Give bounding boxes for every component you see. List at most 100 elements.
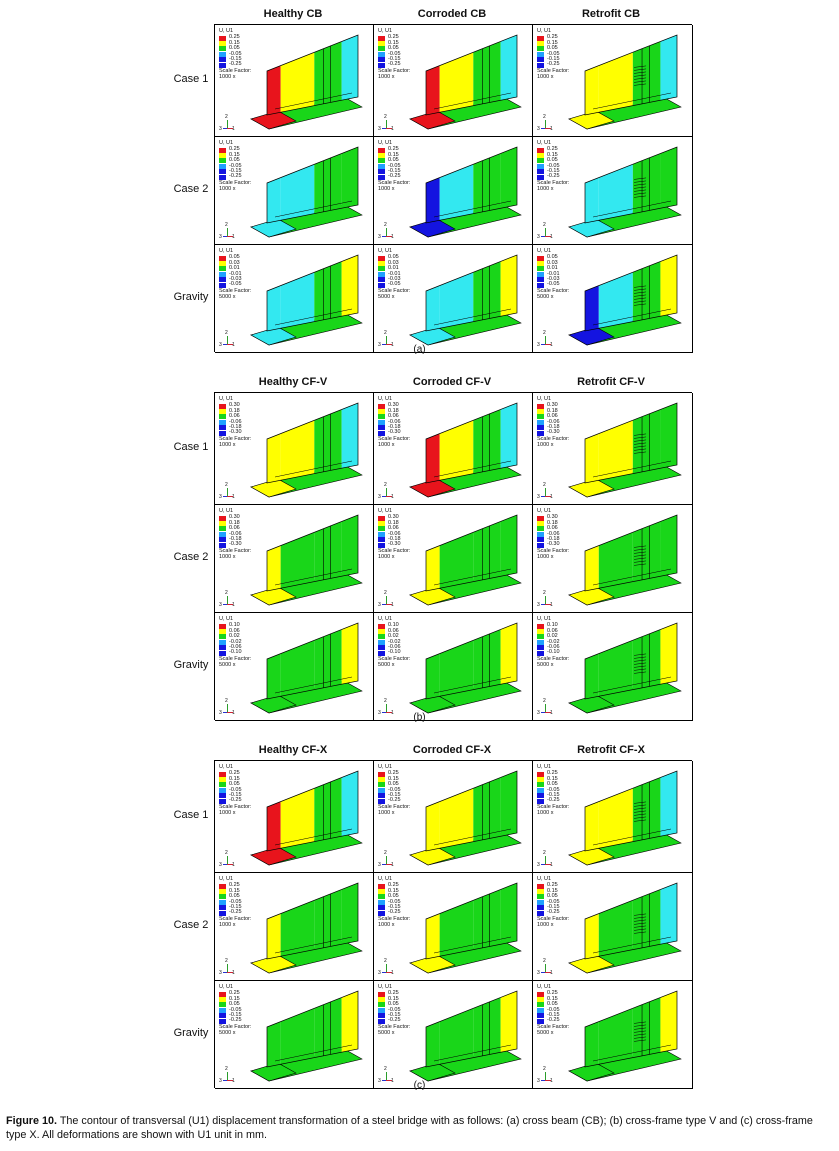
legend-swatch <box>219 645 226 651</box>
legend-value: -0.05 <box>547 162 560 169</box>
legend-swatch <box>219 430 226 436</box>
web-contour-band <box>660 403 677 469</box>
legend-swatch <box>378 174 385 180</box>
axis-stroke <box>545 712 551 713</box>
legend-swatch <box>378 419 385 425</box>
legend-row: 0.15 <box>219 152 251 158</box>
retrofit-plate-line <box>634 180 647 183</box>
web-contour-band <box>632 409 661 474</box>
axis-label-1: 1 <box>550 970 553 976</box>
contour-plot: U, U1 0.30 0.18 0.06 -0.06 -0.18 -0.30 Scale Fa… <box>533 505 693 613</box>
legend-row: -0.15 <box>219 56 251 63</box>
legend-value: 0.05 <box>547 254 558 261</box>
web-contour-band <box>632 997 661 1058</box>
row-label: Case 1 <box>173 809 209 821</box>
deformed-girder-model <box>409 34 522 130</box>
contour-plot: U, U1 0.25 0.15 0.05 -0.05 -0.15 -0.25 Scale Fa… <box>533 981 693 1089</box>
axis-label-3: 3 <box>537 234 540 240</box>
legend-swatch <box>378 266 385 272</box>
web-contour-band <box>598 900 633 957</box>
web-contour-band <box>473 629 501 690</box>
legend-value: 0.15 <box>547 775 558 782</box>
contour-plot: U, U1 0.25 0.15 0.05 -0.05 -0.15 -0.25 Scale Fa… <box>215 761 374 873</box>
scale-factor-label: Scale Factor: <box>378 915 411 922</box>
web-contour-band <box>500 35 517 101</box>
axis-label-2: 2 <box>225 698 228 704</box>
web-contour-band <box>473 261 501 322</box>
legend-swatch <box>219 282 226 288</box>
legend-value: -0.25 <box>388 909 401 916</box>
axis-label-3: 3 <box>219 494 222 500</box>
legend-row: -0.15 <box>537 1012 569 1019</box>
flange-line <box>274 828 353 846</box>
legend-row: 0.05 <box>378 781 410 788</box>
web-contour-band <box>267 913 281 959</box>
panel-sub-label: (c) <box>413 1080 426 1091</box>
axis-stroke <box>545 1080 551 1081</box>
web-contour-band <box>473 997 501 1058</box>
web-outline <box>266 622 359 700</box>
contour-legend: U, U1 0.10 0.06 0.02 -0.02 -0.06 -0.10 Scale Fa… <box>219 616 251 669</box>
legend-row: -0.30 <box>537 541 569 548</box>
legend-value: -0.25 <box>547 797 560 804</box>
legend-value: -0.25 <box>547 1017 560 1024</box>
legend-value: -0.15 <box>547 903 560 910</box>
caption-label: Figure 10. <box>6 1115 58 1127</box>
contour-plot: U, U1 0.25 0.15 0.05 -0.05 -0.15 -0.25 Scale Fa… <box>533 25 693 137</box>
legend-swatch <box>378 57 385 63</box>
web-contour-band <box>598 788 633 849</box>
legend-swatch <box>219 40 226 46</box>
legend-row: -0.30 <box>537 429 569 436</box>
axis-label-1: 1 <box>232 862 235 868</box>
legend-value: 0.06 <box>388 627 399 634</box>
deformed-girder-model <box>250 882 363 974</box>
web-contour-band <box>267 177 281 223</box>
web-contour-band <box>280 532 315 589</box>
retrofit-plate-line <box>634 285 647 288</box>
web-contour-band <box>426 801 440 851</box>
legend-row: 0.06 <box>537 413 569 420</box>
flange-line <box>274 568 353 586</box>
legend-value: -0.06 <box>547 530 560 537</box>
legend-value: 0.05 <box>547 1001 558 1008</box>
legend-row: -0.25 <box>219 173 251 180</box>
web-outline <box>584 146 678 224</box>
legend-value: -0.25 <box>388 1017 401 1024</box>
axis-label-3: 3 <box>378 494 381 500</box>
legend-swatch <box>378 537 385 543</box>
legend-swatch <box>537 152 544 158</box>
legend-row: 0.25 <box>378 882 410 889</box>
axis-label-2: 2 <box>384 114 387 120</box>
legend-value: -0.02 <box>229 638 242 645</box>
legend-swatch <box>537 1018 544 1024</box>
legend-swatch <box>378 899 385 905</box>
legend-swatch <box>378 996 385 1002</box>
row-label: Case 1 <box>173 441 209 453</box>
legend-swatch <box>378 776 385 782</box>
legend-row: -0.05 <box>219 787 251 793</box>
axis-stroke <box>386 128 392 129</box>
legend-value: 0.15 <box>388 887 399 894</box>
web-contour-band <box>280 420 315 481</box>
legend-row: -0.15 <box>219 904 251 911</box>
axis-stroke <box>545 128 551 129</box>
figure-panel-a: Healthy CB Corroded CB Retrofit CB U, U1 0.2… <box>0 4 839 364</box>
web-contour-band <box>500 403 517 469</box>
scale-factor-label: Scale Factor: <box>378 67 411 74</box>
web-contour-band <box>585 1021 599 1067</box>
legend-row: -0.05 <box>219 281 251 288</box>
web-outline <box>266 990 359 1068</box>
caption-text: The contour of transversal (U1) displace… <box>6 1115 813 1141</box>
legend-value: -0.25 <box>547 173 560 180</box>
axis-stroke <box>227 1080 233 1081</box>
legend-swatch <box>537 634 544 640</box>
retrofit-plate-line <box>634 436 647 439</box>
web-contour-band <box>267 65 281 115</box>
legend-value: 0.25 <box>388 146 399 153</box>
legend-swatch <box>537 639 544 645</box>
legend-value: 0.05 <box>547 893 558 900</box>
